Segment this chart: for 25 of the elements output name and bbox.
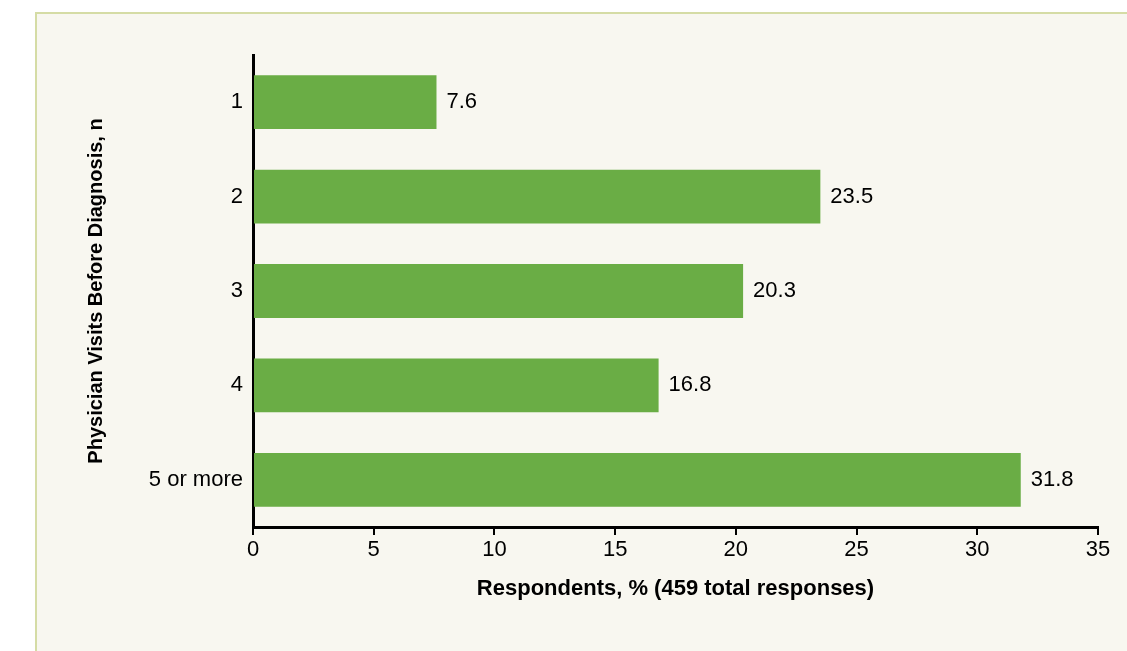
data-label: 16.8	[668, 371, 712, 397]
x-tick-label: 30	[965, 536, 990, 562]
x-tick-label: 5	[367, 536, 380, 562]
bar	[254, 264, 744, 318]
data-label: 23.5	[830, 182, 874, 208]
y-axis-title: Physician Visits Before Diagnosis, n	[83, 118, 106, 464]
x-tick-label: 15	[602, 536, 628, 562]
data-label: 20.3	[753, 277, 796, 303]
bar	[254, 358, 659, 413]
x-axis-title: Respondents, % (459 total responses)	[476, 574, 875, 600]
x-tick-label: 20	[723, 536, 749, 562]
y-tick-label: 4	[230, 371, 243, 397]
y-tick-label: 5 or more	[148, 465, 243, 491]
bar	[254, 169, 821, 224]
bar	[254, 75, 437, 130]
data-label: 7.6	[446, 88, 478, 114]
y-tick-label: 1	[230, 88, 243, 114]
bar	[254, 452, 1021, 507]
x-tick-label: 35	[1085, 536, 1111, 562]
y-tick-label: 2	[230, 182, 243, 208]
data-label: 31.8	[1030, 465, 1074, 491]
x-tick-label: 10	[482, 536, 507, 562]
y-tick-label: 3	[230, 277, 243, 303]
x-tick-label: 0	[246, 536, 260, 562]
x-tick-label: 25	[844, 536, 869, 562]
